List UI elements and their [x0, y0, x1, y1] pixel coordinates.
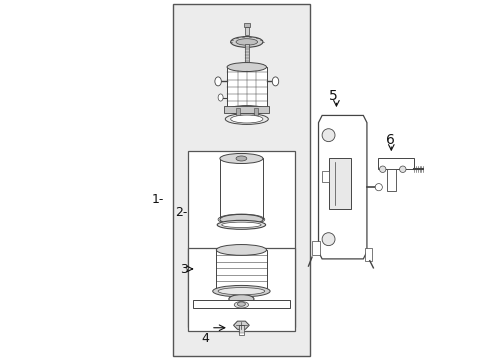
- Bar: [188, 151, 295, 327]
- Ellipse shape: [238, 302, 245, 306]
- Polygon shape: [234, 321, 249, 329]
- Ellipse shape: [227, 105, 267, 114]
- Bar: [244, 23, 250, 27]
- Ellipse shape: [213, 285, 270, 297]
- Polygon shape: [318, 116, 367, 259]
- Bar: [193, 300, 290, 308]
- Bar: [365, 248, 371, 261]
- Bar: [224, 107, 270, 113]
- Ellipse shape: [272, 77, 279, 86]
- Circle shape: [375, 184, 382, 191]
- Bar: [378, 158, 414, 169]
- Bar: [239, 325, 245, 335]
- Bar: [322, 171, 329, 182]
- Ellipse shape: [229, 294, 254, 303]
- Text: 3: 3: [180, 263, 188, 276]
- Bar: [188, 248, 295, 330]
- Ellipse shape: [217, 220, 266, 229]
- Text: 6: 6: [386, 133, 394, 147]
- Circle shape: [399, 166, 406, 172]
- Bar: [329, 158, 351, 209]
- Bar: [387, 169, 395, 191]
- Text: 2-: 2-: [175, 206, 188, 219]
- Ellipse shape: [215, 77, 221, 86]
- Ellipse shape: [218, 94, 223, 101]
- Bar: [236, 108, 240, 116]
- Bar: [245, 27, 249, 35]
- Ellipse shape: [236, 156, 247, 161]
- Circle shape: [322, 233, 335, 246]
- Bar: [220, 158, 263, 220]
- Text: 4: 4: [201, 332, 209, 345]
- Ellipse shape: [216, 244, 267, 255]
- Ellipse shape: [231, 115, 263, 123]
- Ellipse shape: [221, 222, 261, 228]
- Ellipse shape: [220, 215, 263, 225]
- Bar: [254, 108, 258, 116]
- Circle shape: [322, 129, 335, 141]
- Bar: [312, 241, 320, 255]
- Text: 1-: 1-: [152, 193, 164, 206]
- Ellipse shape: [227, 63, 267, 72]
- Bar: [216, 250, 267, 291]
- Text: 5: 5: [328, 89, 337, 103]
- Ellipse shape: [236, 39, 258, 45]
- Ellipse shape: [231, 37, 263, 47]
- Ellipse shape: [225, 114, 269, 125]
- Ellipse shape: [218, 288, 265, 295]
- Bar: [173, 4, 310, 356]
- Bar: [227, 67, 267, 110]
- Circle shape: [379, 166, 386, 172]
- Ellipse shape: [234, 302, 248, 308]
- Ellipse shape: [220, 153, 263, 163]
- Bar: [245, 44, 249, 63]
